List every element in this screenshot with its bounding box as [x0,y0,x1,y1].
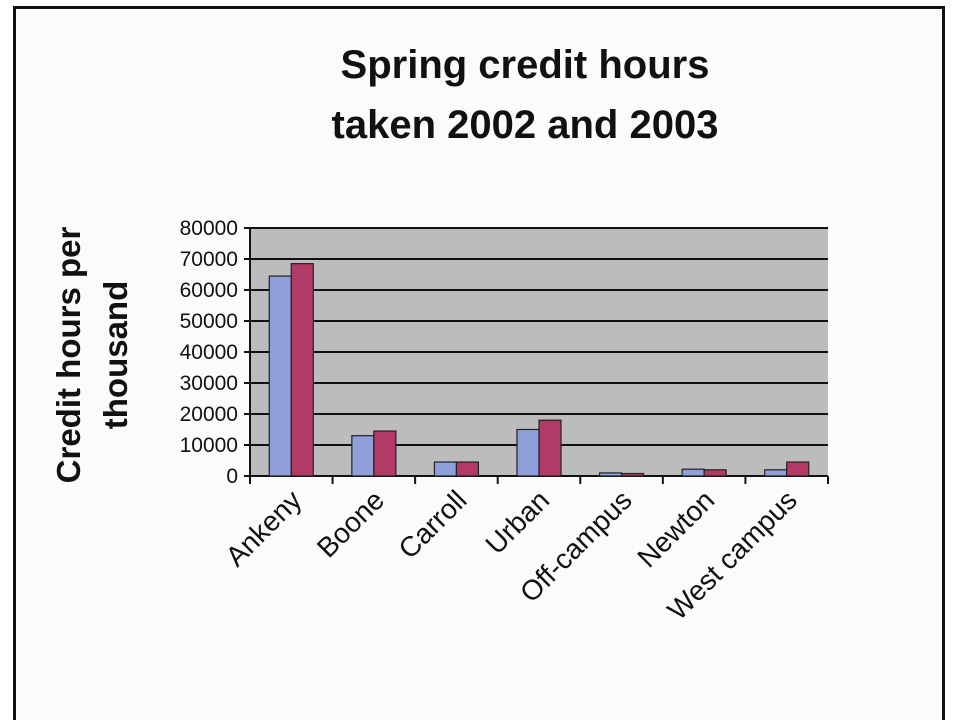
y-tick-label: 70000 [180,248,238,271]
x-tick-label: Boone [311,484,390,563]
bar-series-2 [703,469,727,477]
y-axis-label-line-1: Credit hours per [50,226,87,483]
bar-series-1 [433,461,458,477]
y-tick-label: 10000 [180,434,238,457]
y-tick-label: 40000 [180,341,238,364]
bar-series-2 [373,430,397,477]
x-tick-label: Carroll [392,484,472,564]
bar-series-2 [455,461,480,477]
y-tick-label: 20000 [180,403,238,426]
plot-area [249,227,828,477]
bar-series-1 [764,469,788,477]
y-tick-label: 0 [226,465,238,488]
bar-series-2 [786,461,810,477]
y-axis-label-line-2: thousand [97,281,134,429]
y-tick-label: 80000 [180,217,238,240]
bar-series-1 [598,472,623,477]
bar-series-1 [516,428,540,477]
bar-series-2 [620,472,645,477]
bar-series-1 [268,275,292,477]
x-tick-label: Urban [479,484,555,560]
y-tick-label: 30000 [180,372,238,395]
y-tick-label: 60000 [180,279,238,302]
chart-title-line-1: Spring credit hours [341,43,710,87]
y-tick-label: 50000 [180,310,238,333]
bar-series-1 [681,468,705,477]
x-axis-ticks: Ankeny Boone Carroll UrbanOff-campusNewtonW… [220,476,829,626]
y-axis-ticks: 0 10000 20000 30000 40000 50000 60000 70000 8000… [180,217,250,488]
bar-series-1 [351,435,375,477]
bar-series-2 [290,263,314,477]
bars-group [268,263,810,477]
x-tick-label: Ankeny [220,484,308,572]
bar-series-2 [538,419,562,477]
chart-title-line-2: taken 2002 and 2003 [332,103,719,147]
